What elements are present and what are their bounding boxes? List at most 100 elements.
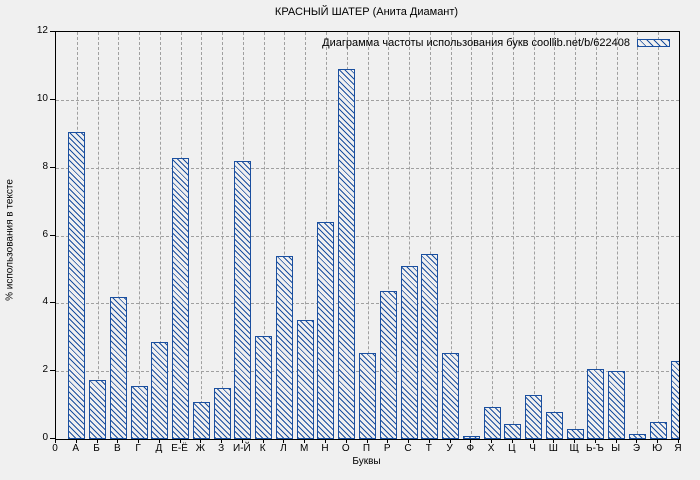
x-tick-Н [324, 439, 326, 443]
bar-Я [670, 361, 679, 439]
bar-З [213, 388, 231, 439]
x-tick-Ы [615, 439, 617, 443]
y-tick-2 [50, 370, 55, 372]
chart-title: КРАСНЫЙ ШАТЕР (Анита Диамант) [274, 6, 459, 18]
x-tick-label-И-Й: И-Й [233, 443, 251, 454]
bar-Х [483, 406, 501, 439]
bar-М [296, 320, 314, 439]
x-tick-label-С: С [404, 443, 412, 454]
gridline-x-Ь-Ъ [595, 32, 597, 439]
x-tick-0 [55, 439, 56, 443]
x-tick-Х [491, 439, 493, 443]
x-tick-Ц [511, 439, 513, 443]
x-tick-Ч [532, 439, 534, 443]
y-tick-8 [50, 166, 55, 168]
gridline-x-Р [388, 32, 390, 439]
x-tick-Э [636, 439, 638, 443]
x-tick-label-Г: Г [135, 443, 141, 454]
bar-С [400, 266, 418, 439]
x-tick-Ф [470, 439, 472, 443]
gridline-x-К [263, 32, 265, 439]
x-tick-Р [387, 439, 389, 443]
legend: Диаграмма частоты использования букв coo… [322, 37, 670, 49]
legend-label: Диаграмма частоты использования букв coo… [322, 37, 630, 49]
x-tick-Г [138, 439, 140, 443]
y-tick-10 [50, 98, 55, 100]
plot-area: Диаграмма частоты использования букв coo… [55, 31, 680, 440]
gridline-x-Х [492, 32, 494, 439]
x-tick-label-З: З [218, 443, 225, 454]
bar-Ю [649, 422, 667, 439]
bar-У [442, 352, 460, 439]
x-tick-О [345, 439, 347, 443]
gridline-x-В [118, 32, 120, 439]
x-tick-label-Е-Ё: Е-Ё [171, 443, 188, 454]
x-tick-label-Щ: Щ [569, 443, 579, 454]
x-tick-label-Ж: Ж [195, 443, 205, 454]
x-tick-label-К: К [259, 443, 266, 454]
bar-Е-Ё [172, 157, 190, 439]
gridline-x-Г [139, 32, 141, 439]
x-tick-label-Э: Э [632, 443, 641, 454]
x-tick-Б [96, 439, 98, 443]
x-tick-label-Ш: Ш [548, 443, 558, 454]
x-tick-label-Л: Л [280, 443, 287, 454]
x-tick-label-Д: Д [155, 443, 163, 454]
x-tick-label-М: М [300, 443, 309, 454]
x-tick-Е-Ё [179, 439, 181, 443]
gridline-x-Я [679, 32, 680, 439]
bar-Ц [504, 423, 522, 439]
bar-Ф [462, 435, 480, 439]
gridline-x-Л [284, 32, 286, 439]
bar-Р [379, 291, 397, 439]
x-tick-Ш [553, 439, 555, 443]
gridline-x-Ц [512, 32, 514, 439]
bar-А [68, 132, 86, 439]
x-tick-И-Й [241, 439, 243, 443]
x-tick-label-Х: Х [487, 443, 495, 454]
bar-О [338, 69, 356, 439]
x-tick-Д [158, 439, 160, 443]
bar-Н [317, 221, 335, 439]
bar-П [359, 352, 376, 439]
x-tick-label-Ю: Ю [652, 443, 663, 454]
x-tick-label-Ф: Ф [466, 443, 475, 454]
gridline-x-Ф [471, 32, 473, 439]
y-tick-label-6: 6 [42, 228, 48, 240]
gridline-x-Т [429, 32, 431, 439]
bar-Б [89, 379, 107, 439]
y-tick-label-0: 0 [42, 432, 48, 443]
x-tick-С [408, 439, 410, 443]
bar-В [109, 296, 127, 439]
x-tick-Л [283, 439, 285, 443]
y-tick-12 [50, 31, 55, 32]
x-tick-Ь-Ъ [594, 439, 596, 443]
x-tick-label-Б: Б [93, 443, 100, 454]
gridline-x-Ч [533, 32, 535, 439]
y-tick-4 [50, 302, 55, 304]
x-tick-label-В: В [113, 443, 121, 454]
gridline-x-Э [637, 32, 639, 439]
bar-Г [130, 386, 148, 439]
x-tick-label-Т: Т [425, 443, 432, 454]
bar-И-Й [234, 160, 252, 439]
y-axis-title: % использования в тексте [4, 179, 16, 301]
x-tick-label-П: П [362, 443, 371, 454]
x-tick-М [304, 439, 306, 443]
y-tick-label-2: 2 [42, 364, 48, 376]
gridline-x-Ш [554, 32, 556, 439]
gridline-x-Д [159, 32, 161, 439]
bar-Л [275, 255, 293, 439]
x-tick-К [262, 439, 264, 443]
y-tick-label-10: 10 [36, 92, 48, 104]
gridline-x-З [222, 32, 224, 439]
y-tick-label-4: 4 [42, 296, 48, 308]
x-tick-Ю [657, 439, 659, 443]
bar-Ь-Ъ [587, 369, 605, 439]
x-tick-label-Ч: Ч [529, 443, 536, 454]
gridline-x-Щ [575, 32, 577, 439]
x-tick-label-Р: Р [383, 443, 391, 454]
bar-Щ [566, 428, 584, 439]
x-tick-Я [678, 439, 679, 443]
